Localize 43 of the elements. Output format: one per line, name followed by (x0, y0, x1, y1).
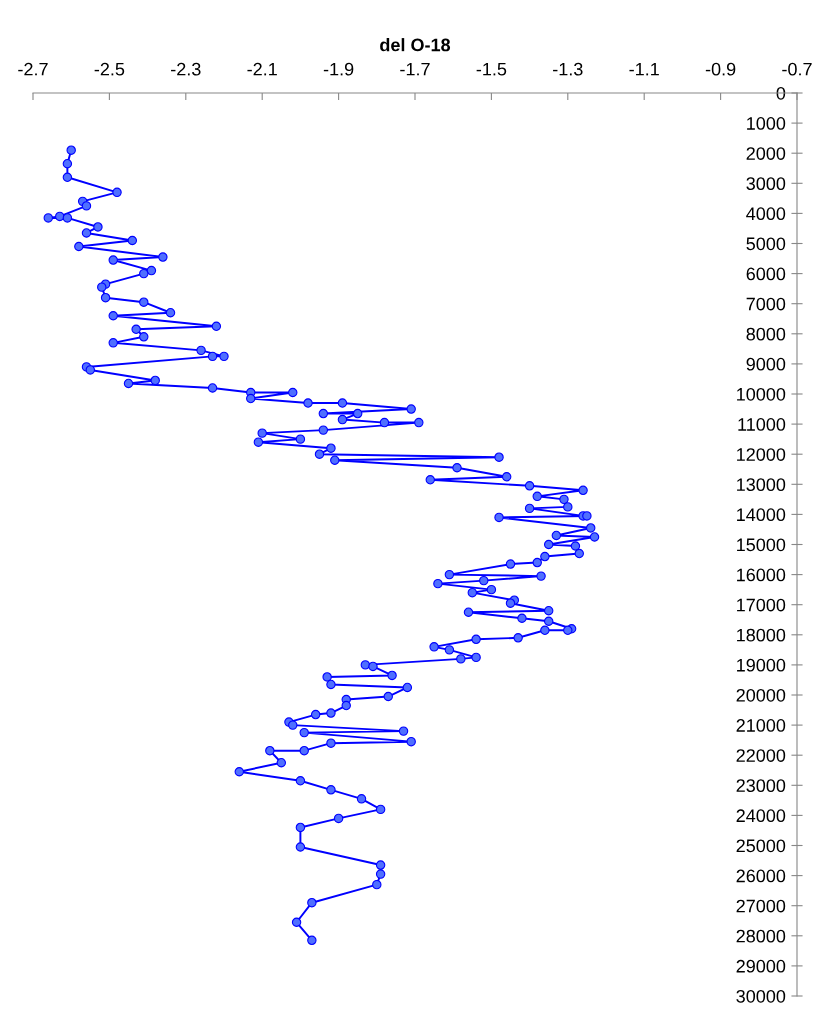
y-tick-label: 14000 (737, 508, 786, 522)
y-tick-label: 30000 (736, 989, 786, 1003)
y-tick-label: 21000 (736, 719, 786, 732)
x-tick-label: -2.1 (247, 62, 277, 76)
x-tick-label: -1.1 (629, 62, 659, 76)
y-tick-label: 10000 (737, 387, 786, 401)
y-tick-label: 18000 (737, 628, 786, 642)
y-tick-label: 25000 (736, 839, 786, 853)
y-tick-label: 17000 (737, 598, 786, 612)
x-axis-title: del O-18 (380, 38, 451, 52)
x-tick-label: -2.3 (171, 62, 201, 76)
y-tick-label: 12000 (737, 448, 786, 461)
x-tick-label: -1.5 (476, 62, 507, 76)
x-tick-label: -1.7 (400, 62, 430, 76)
y-tick-label: 13000 (737, 478, 786, 492)
y-tick-label: 11000 (738, 418, 786, 431)
y-tick-label: 9000 (746, 357, 786, 371)
y-tick-label: 0 (776, 86, 786, 100)
y-tick-label: 4000 (746, 207, 786, 221)
y-tick-label: 27000 (736, 899, 786, 913)
y-tick-label: 2000 (746, 147, 786, 160)
y-tick-label: 24000 (736, 809, 786, 823)
y-tick-label: 7000 (746, 297, 786, 311)
x-tick-label: -0.7 (782, 62, 812, 76)
x-tick-label: -1.9 (323, 62, 354, 76)
y-tick-label: 19000 (737, 658, 786, 672)
y-tick-label: 6000 (746, 267, 786, 281)
x-tick-label: -2.5 (94, 62, 125, 76)
x-tick-label: -1.3 (553, 62, 583, 76)
y-tick-label: 8000 (746, 327, 786, 341)
x-tick-label: -0.9 (705, 62, 736, 76)
y-tick-label: 29000 (736, 959, 786, 973)
y-tick-label: 3000 (746, 177, 786, 191)
y-tick-label: 5000 (746, 237, 786, 251)
y-tick-label: 1000 (747, 117, 786, 130)
y-tick-label: 20000 (736, 688, 786, 702)
x-tick-label: -2.7 (18, 62, 48, 76)
y-tick-label: 28000 (736, 929, 786, 943)
y-tick-label: 15000 (737, 538, 786, 552)
y-tick-label: 23000 (736, 779, 786, 793)
y-tick-label: 16000 (737, 568, 786, 582)
y-tick-label: 22000 (736, 749, 786, 762)
y-tick-label: 26000 (736, 869, 786, 883)
